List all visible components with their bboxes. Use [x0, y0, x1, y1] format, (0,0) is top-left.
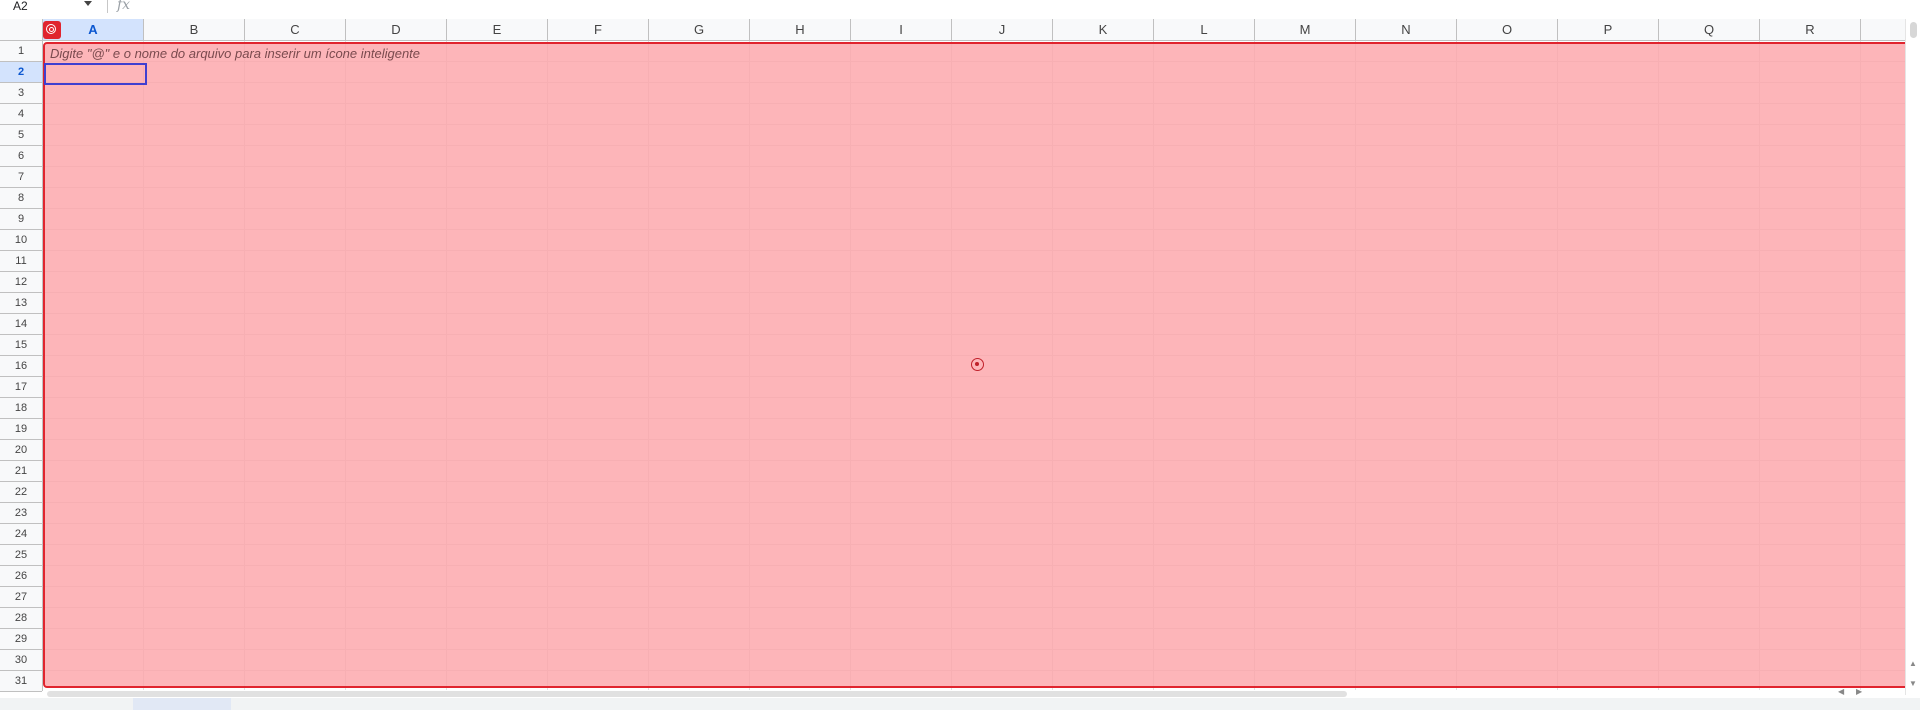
- row-header-14[interactable]: 14: [0, 314, 42, 335]
- row-header-11[interactable]: 11: [0, 251, 42, 272]
- horizontal-scroll-thumb[interactable]: [47, 691, 1347, 697]
- row-header-6[interactable]: 6: [0, 146, 42, 167]
- row-header-4[interactable]: 4: [0, 104, 42, 125]
- scroll-down-icon[interactable]: ▼: [1909, 679, 1917, 688]
- sheet-tab-bar: [0, 698, 1920, 710]
- scroll-left-icon[interactable]: ◀: [1838, 687, 1845, 696]
- formula-bar-divider: [107, 0, 108, 13]
- vertical-scroll-thumb[interactable]: [1910, 22, 1917, 38]
- row-header-8[interactable]: 8: [0, 188, 42, 209]
- formula-bar: A2 fx: [0, 0, 1920, 16]
- column-header-j[interactable]: J: [952, 19, 1053, 40]
- smart-chip-hint: Digite "@" e o nome do arquivo para inse…: [50, 46, 421, 61]
- column-header-p[interactable]: P: [1558, 19, 1659, 40]
- row-header-2[interactable]: 2: [0, 62, 42, 83]
- row-header-19[interactable]: 19: [0, 419, 42, 440]
- row-header-1[interactable]: 1: [0, 41, 42, 62]
- chevron-down-icon[interactable]: [84, 1, 92, 6]
- column-header-d[interactable]: D: [346, 19, 447, 40]
- row-header-10[interactable]: 10: [0, 230, 42, 251]
- row-header-5[interactable]: 5: [0, 125, 42, 146]
- table-badge[interactable]: [43, 21, 61, 39]
- row-header-26[interactable]: 26: [0, 566, 42, 587]
- row-header-25[interactable]: 25: [0, 545, 42, 566]
- row-header-3[interactable]: 3: [0, 83, 42, 104]
- row-header-18[interactable]: 18: [0, 398, 42, 419]
- column-header-l[interactable]: L: [1154, 19, 1255, 40]
- row-header-31[interactable]: 31: [0, 671, 42, 692]
- vertical-scrollbar[interactable]: ▲ ▼: [1905, 19, 1920, 695]
- row-header-17[interactable]: 17: [0, 377, 42, 398]
- select-all-corner[interactable]: [0, 19, 43, 41]
- row-header-16[interactable]: 16: [0, 356, 42, 377]
- row-header-13[interactable]: 13: [0, 293, 42, 314]
- table-target-icon: [46, 24, 56, 34]
- row-header-28[interactable]: 28: [0, 608, 42, 629]
- name-box[interactable]: A2: [0, 0, 100, 14]
- column-header-r[interactable]: R: [1760, 19, 1861, 40]
- row-headers: 1 2 3 4 5 6 7 8 9 10 11 12 13 14 15 16 17 18 19 20 21 22 23 24 2…: [0, 41, 43, 692]
- row-header-22[interactable]: 22: [0, 482, 42, 503]
- row-header-29[interactable]: 29: [0, 629, 42, 650]
- row-header-23[interactable]: 23: [0, 503, 42, 524]
- column-header-a[interactable]: A: [43, 19, 144, 40]
- crosshair-target-icon: [971, 358, 984, 371]
- column-header-g[interactable]: G: [649, 19, 750, 40]
- scroll-right-icon[interactable]: ▶: [1856, 687, 1863, 696]
- column-header-e[interactable]: E: [447, 19, 548, 40]
- row-header-21[interactable]: 21: [0, 461, 42, 482]
- name-box-value[interactable]: A2: [13, 0, 28, 13]
- row-header-27[interactable]: 27: [0, 587, 42, 608]
- horizontal-scrollbar[interactable]: [43, 690, 1905, 698]
- row-header-20[interactable]: 20: [0, 440, 42, 461]
- fx-icon: fx: [117, 0, 131, 13]
- selected-cell-a2[interactable]: [44, 63, 147, 85]
- column-header-f[interactable]: F: [548, 19, 649, 40]
- column-header-m[interactable]: M: [1255, 19, 1356, 40]
- column-header-i[interactable]: I: [851, 19, 952, 40]
- column-header-k[interactable]: K: [1053, 19, 1154, 40]
- column-header-c[interactable]: C: [245, 19, 346, 40]
- row-header-9[interactable]: 9: [0, 209, 42, 230]
- sheet-tab[interactable]: [133, 698, 231, 710]
- scroll-up-icon[interactable]: ▲: [1909, 659, 1917, 668]
- row-header-24[interactable]: 24: [0, 524, 42, 545]
- table-overlay[interactable]: [43, 42, 1910, 688]
- row-header-30[interactable]: 30: [0, 650, 42, 671]
- column-header-b[interactable]: B: [144, 19, 245, 40]
- column-header-n[interactable]: N: [1356, 19, 1457, 40]
- row-header-7[interactable]: 7: [0, 167, 42, 188]
- column-header-o[interactable]: O: [1457, 19, 1558, 40]
- row-header-12[interactable]: 12: [0, 272, 42, 293]
- row-header-15[interactable]: 15: [0, 335, 42, 356]
- column-header-h[interactable]: H: [750, 19, 851, 40]
- column-header-q[interactable]: Q: [1659, 19, 1760, 40]
